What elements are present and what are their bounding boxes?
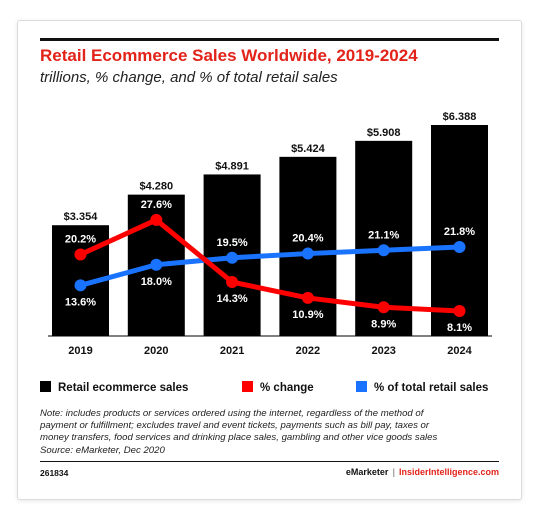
series-line-change [79, 217, 460, 314]
series-line-share [79, 244, 460, 288]
point-share [453, 241, 466, 254]
note-line: payment or fulfillment; excludes travel … [40, 420, 430, 432]
brand-insider-link[interactable]: InsiderIntelligence.com [398, 467, 499, 477]
point-change [74, 248, 87, 261]
legend-label-sales: Retail ecommerce sales [58, 382, 189, 394]
x-tick-label: 2024 [447, 345, 472, 357]
change-value-label: 8.1% [447, 322, 472, 334]
brand-footer: eMarketer | InsiderIntelligence.com [346, 467, 499, 477]
x-tick-label: 2022 [296, 345, 320, 357]
change-value-label: 10.9% [292, 309, 323, 321]
bar-value-label: $4.280 [139, 181, 173, 193]
legend-swatch-change [242, 381, 253, 392]
point-change [453, 305, 466, 317]
bar-value-label: $5.908 [367, 127, 401, 139]
point-share [74, 279, 87, 292]
brand-separator: | [392, 467, 395, 477]
point-change [301, 291, 314, 304]
change-value-label: 8.9% [371, 318, 396, 330]
bar-value-label: $3.354 [64, 211, 99, 223]
share-value-label: 21.1% [368, 229, 399, 241]
chart-subtitle: trillions, % change, and % of total reta… [40, 69, 338, 86]
legend-swatch-sales [40, 381, 51, 392]
share-value-label: 18.0% [141, 276, 172, 288]
x-tick-label: 2021 [220, 345, 244, 357]
x-tick-label: 2019 [68, 345, 92, 357]
point-change [150, 213, 163, 226]
legend-label-share: % of total retail sales [374, 382, 489, 394]
note-line: Note: includes products or services orde… [40, 408, 424, 419]
change-value-label: 27.6% [141, 199, 172, 211]
x-tick-label: 2020 [144, 345, 168, 357]
chart-note: Note: includes products or services orde… [40, 408, 510, 457]
legend-item-sales: Retail ecommerce sales [40, 381, 188, 394]
note-line: money transfers, food services and drink… [40, 432, 438, 444]
top-rule [40, 38, 499, 41]
legend-item-share: % of total retail sales [356, 381, 488, 394]
change-value-label: 14.3% [216, 293, 247, 305]
bar-2024 [431, 125, 488, 336]
change-value-label: 20.2% [65, 233, 96, 245]
share-value-label: 13.6% [65, 296, 96, 308]
point-share [377, 244, 390, 257]
x-tick-label: 2023 [371, 345, 395, 357]
point-change [377, 301, 390, 314]
chart-id: 261834 [40, 468, 69, 478]
point-change [226, 276, 239, 289]
bar-value-label: $5.424 [291, 143, 326, 155]
point-share [226, 251, 239, 264]
point-share [150, 258, 163, 271]
chart-plot: $3.354 2019 $4.280 2020 $4.891 2021 $5.424 2022… [48, 111, 492, 357]
note-source: Source: eMarketer, Dec 2020 [40, 444, 165, 456]
bar-value-label: $4.891 [215, 160, 249, 172]
chart-card: Retail Ecommerce Sales Worldwide, 2019-2… [17, 20, 522, 500]
chart-title: Retail Ecommerce Sales Worldwide, 2019-2… [40, 46, 418, 65]
brand-emarketer: eMarketer [345, 467, 389, 477]
share-value-label: 20.4% [292, 233, 323, 245]
footer-rule [40, 461, 499, 462]
legend-item-change: % change [242, 381, 314, 394]
legend-swatch-share [356, 381, 367, 392]
share-value-label: 21.8% [444, 226, 475, 238]
chart-legend: Retail ecommerce sales % change % of tot… [40, 381, 500, 399]
legend-label-change: % change [260, 382, 314, 394]
bar-2022 [279, 156, 337, 336]
point-share [301, 247, 314, 260]
bar-value-label: $6.388 [443, 111, 477, 123]
share-value-label: 19.5% [216, 237, 247, 249]
